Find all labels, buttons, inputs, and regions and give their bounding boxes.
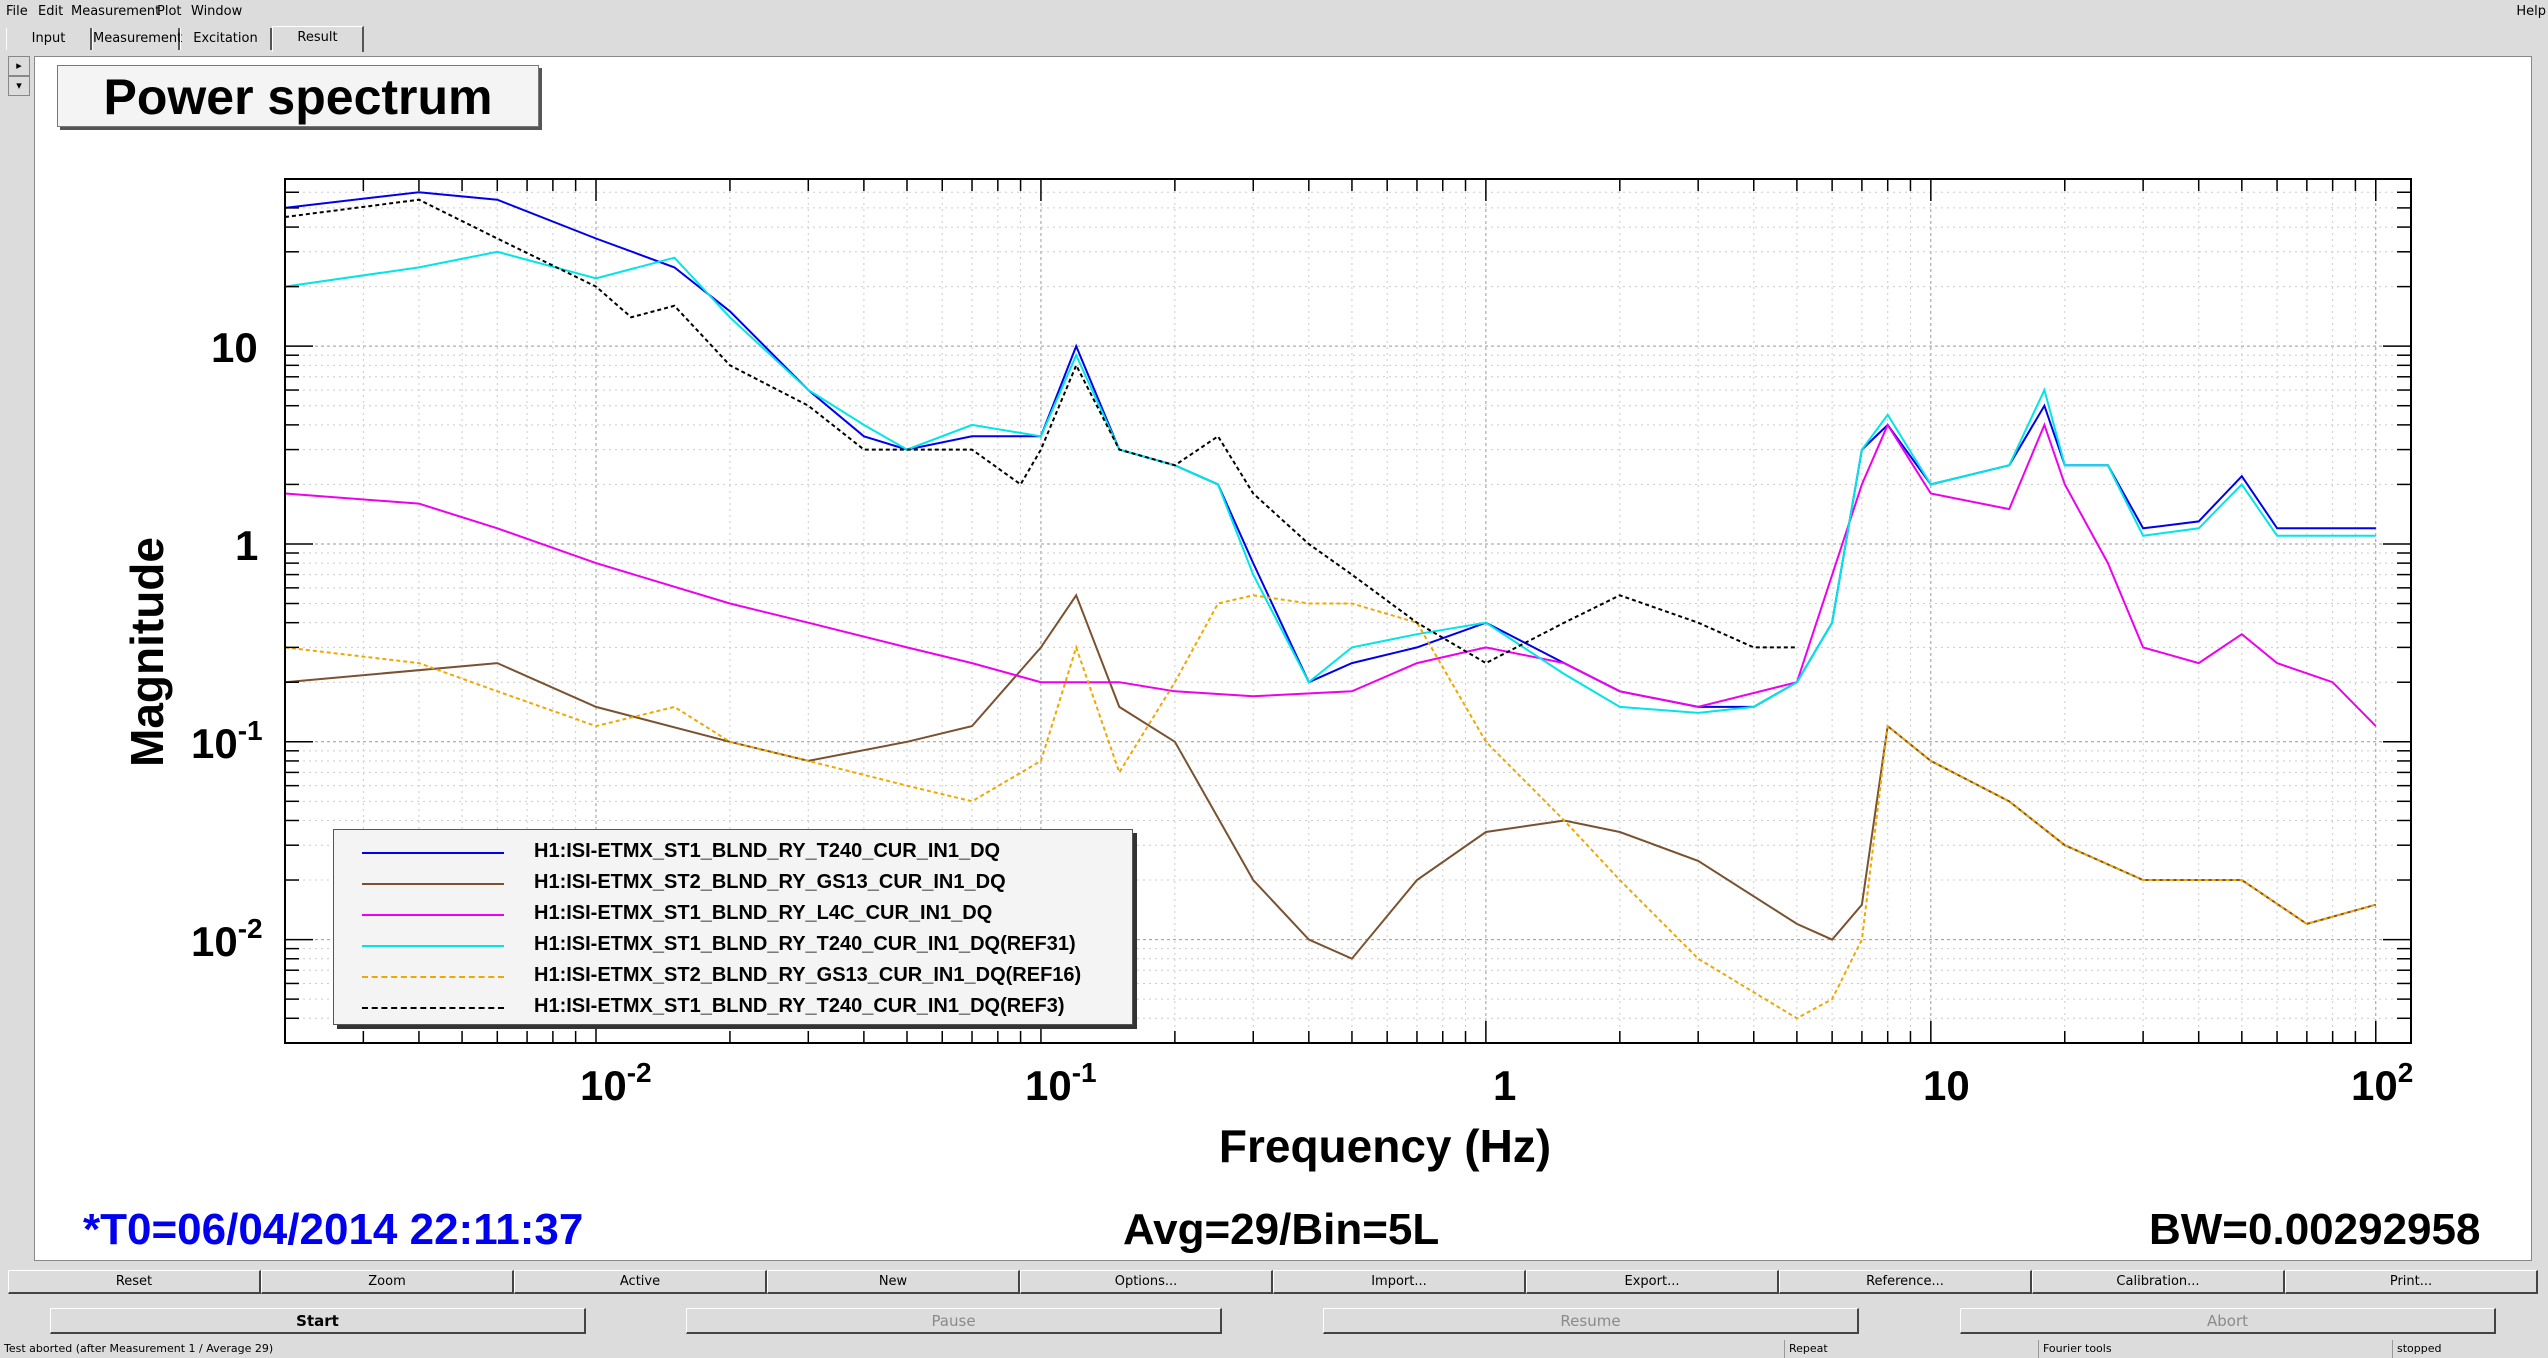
legend-label: H1:ISI-ETMX_ST1_BLND_RY_T240_CUR_IN1_DQ(…	[534, 933, 1076, 955]
menu-help[interactable]: Help	[2516, 4, 2546, 19]
y-tick-label: 10-1	[191, 715, 263, 767]
legend-entry[interactable]: H1:ISI-ETMX_ST2_BLND_RY_GS13_CUR_IN1_DQ(…	[334, 960, 1132, 992]
legend-label: H1:ISI-ETMX_ST1_BLND_RY_L4C_CUR_IN1_DQ	[534, 902, 993, 924]
start-time-label: *T0=06/04/2014 22:11:37	[83, 1205, 584, 1254]
zoom-button[interactable]: Zoom	[261, 1270, 514, 1294]
menu-edit[interactable]: Edit	[38, 4, 64, 19]
y-tick-label: 10-2	[191, 913, 263, 965]
menu-file[interactable]: File	[6, 4, 28, 19]
legend-swatch	[362, 1007, 504, 1009]
collapse-arrow-icon[interactable]: ▾	[8, 76, 30, 96]
x-tick-label: 10-1	[1025, 1057, 1097, 1109]
menu-window[interactable]: Window	[191, 4, 243, 19]
menu-plot[interactable]: Plot	[157, 4, 182, 19]
plot-canvas[interactable]: Power spectrum Magnitude Frequency (Hz) …	[34, 56, 2532, 1261]
plot-frame	[284, 178, 2412, 1044]
status-message: Test aborted (after Measurement 1 / Aver…	[4, 1342, 274, 1355]
resume-button[interactable]: Resume	[1323, 1308, 1859, 1334]
legend-label: H1:ISI-ETMX_ST1_BLND_RY_T240_CUR_IN1_DQ(…	[534, 995, 1065, 1017]
calibration-button[interactable]: Calibration...	[2032, 1270, 2285, 1294]
status-repeat: Repeat	[1784, 1340, 2039, 1358]
legend-label: H1:ISI-ETMX_ST1_BLND_RY_T240_CUR_IN1_DQ	[534, 840, 1001, 862]
legend-entry[interactable]: H1:ISI-ETMX_ST1_BLND_RY_T240_CUR_IN1_DQ(…	[334, 991, 1132, 1023]
series-line	[284, 198, 1797, 665]
series-line	[284, 594, 2377, 1020]
x-tick-label: 1	[1493, 1062, 1517, 1109]
legend-entry[interactable]: H1:ISI-ETMX_ST1_BLND_RY_T240_CUR_IN1_DQ	[334, 836, 1132, 868]
new-button[interactable]: New	[767, 1270, 1020, 1294]
menu-bar: File Edit Measurement Plot Window Help	[0, 0, 2548, 24]
abort-button[interactable]: Abort	[1960, 1308, 2496, 1334]
legend-entry[interactable]: H1:ISI-ETMX_ST1_BLND_RY_T240_CUR_IN1_DQ(…	[334, 929, 1132, 961]
tab-excitation[interactable]: Excitation	[180, 28, 272, 50]
legend-swatch	[362, 945, 504, 947]
menu-measurement[interactable]: Measurement	[71, 4, 161, 19]
status-bar: Test aborted (after Measurement 1 / Aver…	[0, 1340, 2548, 1358]
reference-button[interactable]: Reference...	[1779, 1270, 2032, 1294]
y-axis-label: Magnitude	[121, 537, 173, 767]
tab-measurement[interactable]: Measurement	[92, 28, 182, 50]
print-button[interactable]: Print...	[2285, 1270, 2538, 1294]
x-tick-label: 10-2	[580, 1057, 652, 1109]
bandwidth-label: BW=0.00292958	[2149, 1205, 2481, 1254]
x-tick-label: 102	[2351, 1057, 2414, 1109]
plot-legend[interactable]: H1:ISI-ETMX_ST1_BLND_RY_T240_CUR_IN1_DQ H…	[333, 829, 1133, 1025]
legend-swatch	[362, 883, 504, 885]
y-tick-label: 10	[211, 324, 258, 371]
expand-arrow-icon[interactable]: ▸	[8, 56, 30, 76]
active-button[interactable]: Active	[514, 1270, 767, 1294]
plot-area[interactable]	[35, 57, 2533, 1262]
series-line	[284, 250, 2376, 714]
legend-swatch	[362, 852, 504, 854]
y-tick-label: 1	[235, 522, 259, 569]
legend-label: H1:ISI-ETMX_ST2_BLND_RY_GS13_CUR_IN1_DQ(…	[534, 964, 1082, 986]
tab-result[interactable]: Result	[272, 26, 364, 52]
tab-bar: Input Measurement Excitation Result	[0, 26, 2548, 54]
legend-swatch	[362, 976, 504, 978]
import-button[interactable]: Import...	[1273, 1270, 1526, 1294]
start-button[interactable]: Start	[50, 1308, 586, 1334]
x-tick-label: 10	[1923, 1062, 1970, 1109]
legend-entry[interactable]: H1:ISI-ETMX_ST1_BLND_RY_L4C_CUR_IN1_DQ	[334, 898, 1132, 930]
legend-entry[interactable]: H1:ISI-ETMX_ST2_BLND_RY_GS13_CUR_IN1_DQ	[334, 867, 1132, 899]
legend-swatch	[362, 914, 504, 916]
tab-input[interactable]: Input	[6, 28, 92, 50]
pause-button[interactable]: Pause	[686, 1308, 1222, 1334]
averages-label: Avg=29/Bin=5L	[1123, 1205, 1440, 1254]
status-tools: Fourier tools	[2038, 1340, 2393, 1358]
x-axis-label: Frequency (Hz)	[1218, 1120, 1552, 1172]
run-toolbar: Start Pause Resume Abort	[0, 1308, 2548, 1336]
plot-title: Power spectrum	[57, 65, 539, 127]
reset-button[interactable]: Reset	[8, 1270, 261, 1294]
legend-label: H1:ISI-ETMX_ST2_BLND_RY_GS13_CUR_IN1_DQ	[534, 871, 1006, 893]
plot-toolbar: Reset Zoom Active New Options... Import.…	[8, 1270, 2544, 1294]
options-button[interactable]: Options...	[1020, 1270, 1273, 1294]
series-line	[284, 422, 2377, 727]
status-state: stopped	[2392, 1340, 2547, 1358]
export-button[interactable]: Export...	[1526, 1270, 1779, 1294]
